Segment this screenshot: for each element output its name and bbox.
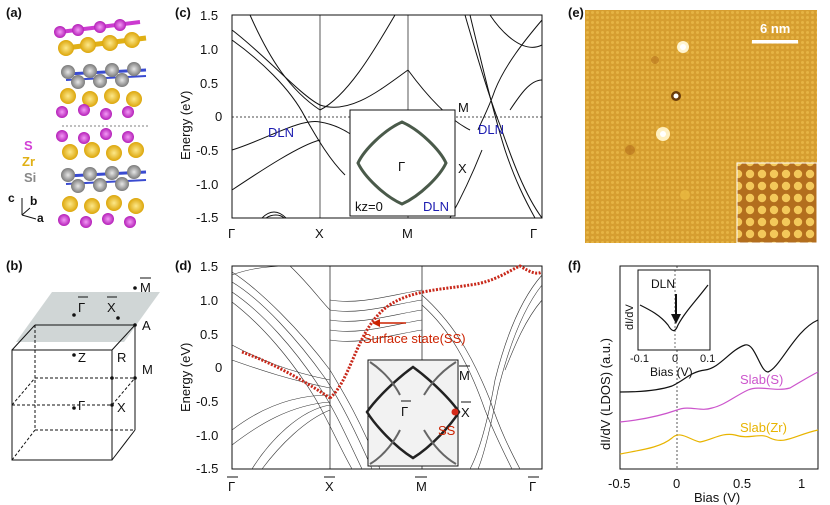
panel-label-b: (b) bbox=[6, 258, 23, 273]
legend-s: S bbox=[24, 138, 33, 153]
c-xtick-2: M bbox=[402, 226, 413, 241]
ss-arrow bbox=[372, 319, 406, 327]
c-xtick-3: Γ bbox=[530, 226, 537, 241]
f-xtick-0: -0.5 bbox=[608, 476, 630, 491]
layer-si-1 bbox=[61, 62, 147, 89]
bz-x: X bbox=[117, 400, 126, 415]
f-inset bbox=[637, 269, 711, 351]
legend-si: Si bbox=[24, 170, 36, 185]
c-ylabel: Energy (eV) bbox=[178, 91, 193, 160]
d-ss-label: Surface state(SS) bbox=[363, 331, 466, 346]
bz-r: R bbox=[117, 350, 126, 365]
d-ytick-2: 0.5 bbox=[200, 327, 218, 342]
bz-gamma: Γ bbox=[78, 398, 85, 413]
panel-label-c: (c) bbox=[175, 5, 191, 20]
layer-si-2 bbox=[61, 165, 147, 193]
d-ytick-0: 1.5 bbox=[200, 259, 218, 274]
bz-gamma-bar: Γ bbox=[78, 300, 85, 315]
d-ylabel: Energy (eV) bbox=[178, 343, 193, 412]
brillouin-zone bbox=[11, 292, 160, 461]
layer-szr-4 bbox=[58, 195, 144, 228]
f-inset-ylabel: dI/dV bbox=[624, 304, 636, 330]
crystal-structure bbox=[54, 19, 148, 228]
bz-points bbox=[72, 286, 137, 410]
axis-b: b bbox=[30, 194, 37, 208]
f-xtick-1: 0 bbox=[673, 476, 680, 491]
c-xtick-1: X bbox=[315, 226, 324, 241]
d-inset-m: M bbox=[459, 368, 470, 383]
d-ytick-4: -0.5 bbox=[196, 394, 218, 409]
c-dln-left: DLN bbox=[268, 125, 294, 140]
bz-m-bar: M bbox=[140, 280, 151, 295]
d-ytick-3: 0 bbox=[215, 360, 222, 375]
c-xtick-0: Γ bbox=[228, 226, 235, 241]
f-inset-dln: DLN bbox=[651, 277, 675, 291]
f-xlabel: Bias (V) bbox=[694, 490, 740, 505]
d-inset-gamma: Γ bbox=[401, 404, 408, 419]
bz-x-bar: X bbox=[107, 300, 116, 315]
d-xtick-2: M bbox=[416, 479, 427, 494]
f-inset-xlabel: Bias (V) bbox=[650, 365, 693, 379]
f-ylabel: dI/dV (LDOS) (a.u.) bbox=[598, 338, 613, 450]
c-dln-right: DLN bbox=[478, 122, 504, 137]
c-ytick-1: 1.0 bbox=[200, 42, 218, 57]
c-inset-gamma: Γ bbox=[398, 159, 405, 174]
f-xtick-3: 1 bbox=[798, 476, 805, 491]
d-xtick-3: Γ bbox=[529, 479, 536, 494]
stm-image bbox=[585, 10, 818, 244]
f-inset-xtick-1: 0 bbox=[672, 353, 678, 365]
d-inset-x: X bbox=[461, 405, 470, 420]
axes-icon bbox=[21, 198, 37, 220]
c-inset-kz: kz=0 bbox=[355, 199, 383, 214]
panel-d-plot bbox=[231, 264, 543, 470]
c-ytick-5: -1.0 bbox=[196, 177, 218, 192]
d-inset bbox=[365, 359, 461, 467]
c-ytick-0: 1.5 bbox=[200, 8, 218, 23]
layer-szr-3 bbox=[56, 128, 144, 161]
panel-label-e: (e) bbox=[568, 5, 584, 20]
bz-z: Z bbox=[78, 350, 86, 365]
layer-szr-1 bbox=[54, 19, 147, 56]
scalebar-label: 6 nm bbox=[760, 21, 790, 36]
bz-m: M bbox=[142, 362, 153, 377]
c-ytick-4: -0.5 bbox=[196, 143, 218, 158]
c-ytick-6: -1.5 bbox=[196, 210, 218, 225]
c-inset bbox=[349, 109, 456, 217]
d-ytick-6: -1.5 bbox=[196, 461, 218, 476]
d-ytick-1: 1.0 bbox=[200, 293, 218, 308]
d-xtick-1: X bbox=[325, 479, 334, 494]
layer-szr-2 bbox=[56, 88, 142, 120]
d-inset-ss: SS bbox=[438, 423, 456, 438]
bz-a: A bbox=[142, 318, 151, 333]
f-inset-xtick-0: -0.1 bbox=[630, 353, 649, 365]
panel-label-d: (d) bbox=[175, 258, 192, 273]
legend-zr: Zr bbox=[22, 154, 35, 169]
c-inset-dln: DLN bbox=[423, 199, 449, 214]
f-inset-xtick-2: 0.1 bbox=[700, 353, 715, 365]
f-xtick-2: 0.5 bbox=[733, 476, 751, 491]
c-m-label: M bbox=[458, 100, 469, 115]
c-ytick-3: 0 bbox=[215, 109, 222, 124]
f-label-slab-zr: Slab(Zr) bbox=[740, 420, 787, 435]
panel-label-a: (a) bbox=[6, 5, 22, 20]
panel-label-f: (f) bbox=[568, 258, 581, 273]
axis-c: c bbox=[8, 191, 15, 205]
d-ytick-5: -1.0 bbox=[196, 428, 218, 443]
d-xtick-0: Γ bbox=[228, 479, 235, 494]
f-label-slab-s: Slab(S) bbox=[740, 372, 783, 387]
c-ytick-2: 0.5 bbox=[200, 76, 218, 91]
axis-a: a bbox=[37, 211, 44, 225]
c-inset-x: X bbox=[458, 161, 467, 176]
